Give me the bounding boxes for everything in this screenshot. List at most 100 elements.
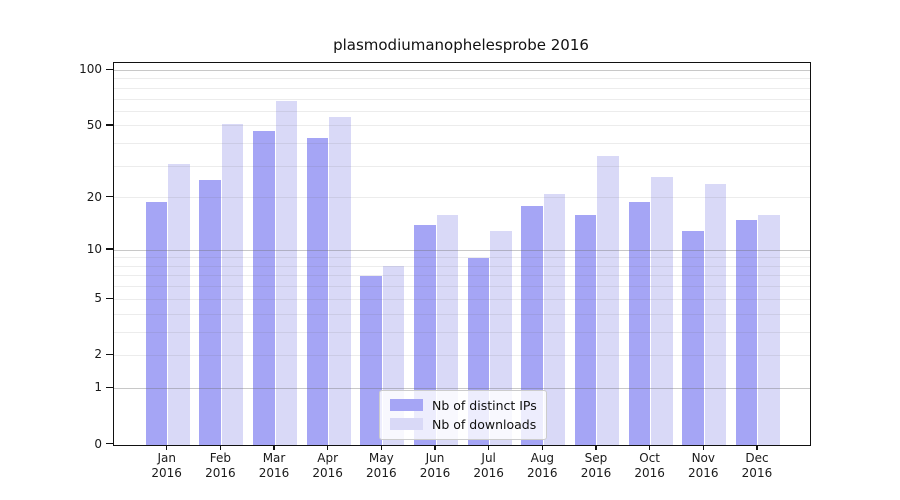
y-tick-mark-20: [106, 196, 113, 198]
y-tick-label-0: 0: [94, 436, 102, 451]
x-tick-label-dec: Dec 2016: [727, 451, 787, 481]
x-tick-year: 2016: [634, 466, 665, 480]
y-tick-label-100: 100: [79, 62, 102, 77]
x-tick-year: 2016: [151, 466, 182, 480]
bar-nb-of-downloads-apr: [329, 116, 351, 445]
legend-item-nb-of-downloads: Nb of downloads: [380, 417, 546, 432]
gridline-100: [114, 69, 810, 71]
bar-nb-of-downloads-mar: [275, 101, 298, 445]
x-tick-month: Jun: [425, 451, 445, 465]
x-tick-label-nov: Nov 2016: [673, 451, 733, 481]
y-tick-mark-10: [106, 248, 113, 250]
bar-nb-of-downloads-jun: [436, 214, 458, 445]
legend-swatch-nb-of-distinct-ips: [390, 399, 423, 411]
y-tick-label-20: 20: [86, 189, 102, 204]
bar-nb-of-distinct-ips-apr: [306, 137, 329, 445]
x-tick-month: Oct: [639, 451, 660, 465]
x-tick-mark-sep: [595, 444, 597, 450]
bar-nb-of-distinct-ips-nov: [682, 230, 704, 445]
x-tick-mark-mar: [273, 444, 275, 450]
chart-title: plasmodiumanophelesprobe 2016: [333, 36, 589, 54]
x-tick-label-jun: Jun 2016: [405, 451, 465, 481]
gridline-40: [114, 143, 810, 145]
bar-nb-of-downloads-dec: [758, 214, 780, 445]
x-tick-month: May: [368, 451, 394, 465]
x-tick-year: 2016: [205, 466, 236, 480]
y-tick-mark-0: [106, 442, 113, 445]
bar-nb-of-downloads-aug: [543, 194, 566, 445]
x-tick-year: 2016: [527, 466, 558, 480]
x-tick-month: Aug: [530, 451, 555, 465]
x-tick-year: 2016: [473, 466, 504, 480]
bar-nb-of-distinct-ips-dec: [735, 219, 758, 445]
x-tick-year: 2016: [688, 466, 719, 480]
legend-swatch-nb-of-downloads: [390, 418, 423, 430]
gridline-80: [114, 87, 810, 89]
y-tick-label-5: 5: [94, 291, 102, 306]
x-tick-mark-jul: [487, 444, 490, 450]
x-tick-month: Apr: [317, 451, 339, 465]
x-tick-month: Dec: [745, 451, 769, 465]
x-tick-year: 2016: [580, 466, 612, 480]
x-tick-year: 2016: [419, 466, 451, 480]
y-tick-mark-50: [106, 124, 113, 126]
bar-nb-of-distinct-ips-feb: [199, 180, 221, 445]
x-tick-month: Sep: [584, 451, 608, 465]
x-tick-label-aug: Aug 2016: [512, 451, 572, 481]
bar-nb-of-distinct-ips-oct: [628, 201, 651, 445]
x-tick-mark-dec: [756, 444, 758, 450]
legend: Nb of distinct IPs Nb of downloads: [379, 389, 547, 440]
bar-nb-of-downloads-feb: [221, 124, 244, 445]
x-tick-label-apr: Apr 2016: [298, 451, 358, 481]
bar-nb-of-distinct-ips-mar: [253, 130, 275, 445]
x-tick-year: 2016: [366, 466, 397, 480]
x-tick-year: 2016: [312, 466, 343, 480]
x-tick-mark-feb: [219, 444, 222, 450]
x-tick-month: Nov: [691, 451, 715, 465]
y-tick-label-50: 50: [86, 117, 102, 132]
bar-nb-of-distinct-ips-aug: [521, 205, 543, 445]
y-tick-mark-2: [106, 353, 113, 356]
gridline-90: [114, 78, 810, 80]
bar-nb-of-distinct-ips-may: [360, 275, 382, 445]
y-tick-label-10: 10: [86, 242, 102, 257]
gridline-70: [114, 98, 810, 100]
legend-item-nb-of-distinct-ips: Nb of distinct IPs: [380, 398, 546, 413]
legend-label: Nb of distinct IPs: [432, 397, 537, 413]
bar-nb-of-downloads-oct: [651, 177, 673, 445]
y-tick-label-2: 2: [94, 347, 102, 362]
legend-label: Nb of downloads: [432, 416, 537, 432]
x-tick-label-feb: Feb 2016: [190, 451, 250, 481]
x-tick-mark-aug: [541, 444, 543, 450]
plot-area: Nb of distinct IPs Nb of downloads: [113, 61, 811, 446]
x-tick-month: Jan: [157, 451, 176, 465]
gridline-50: [114, 125, 810, 127]
y-tick-mark-1: [106, 386, 113, 389]
x-tick-mark-oct: [648, 444, 651, 450]
x-tick-label-sep: Sep 2016: [566, 451, 626, 481]
x-tick-label-jan: Jan 2016: [137, 451, 197, 481]
gridline-60: [114, 110, 810, 112]
x-tick-label-jul: Jul 2016: [459, 451, 519, 481]
x-tick-mark-may: [380, 444, 383, 450]
bar-nb-of-downloads-sep: [597, 156, 619, 445]
x-tick-month: Mar: [262, 451, 286, 465]
x-tick-label-oct: Oct 2016: [620, 451, 680, 481]
x-tick-label-may: May 2016: [351, 451, 411, 481]
x-tick-year: 2016: [258, 466, 290, 480]
x-tick-mark-apr: [326, 444, 329, 450]
x-tick-year: 2016: [741, 466, 773, 480]
bar-nb-of-downloads-nov: [704, 183, 727, 445]
x-tick-mark-nov: [702, 444, 704, 450]
y-tick-mark-5: [106, 297, 113, 299]
x-tick-label-mar: Mar 2016: [244, 451, 304, 481]
bar-nb-of-distinct-ips-sep: [574, 214, 597, 445]
x-tick-month: Jul: [481, 451, 496, 465]
bar-nb-of-downloads-jan: [168, 163, 190, 445]
x-tick-month: Feb: [209, 451, 231, 465]
bar-nb-of-distinct-ips-jan: [145, 201, 168, 445]
y-tick-label-1: 1: [94, 380, 102, 395]
x-tick-mark-jun: [434, 444, 436, 450]
x-tick-mark-jan: [166, 444, 168, 450]
